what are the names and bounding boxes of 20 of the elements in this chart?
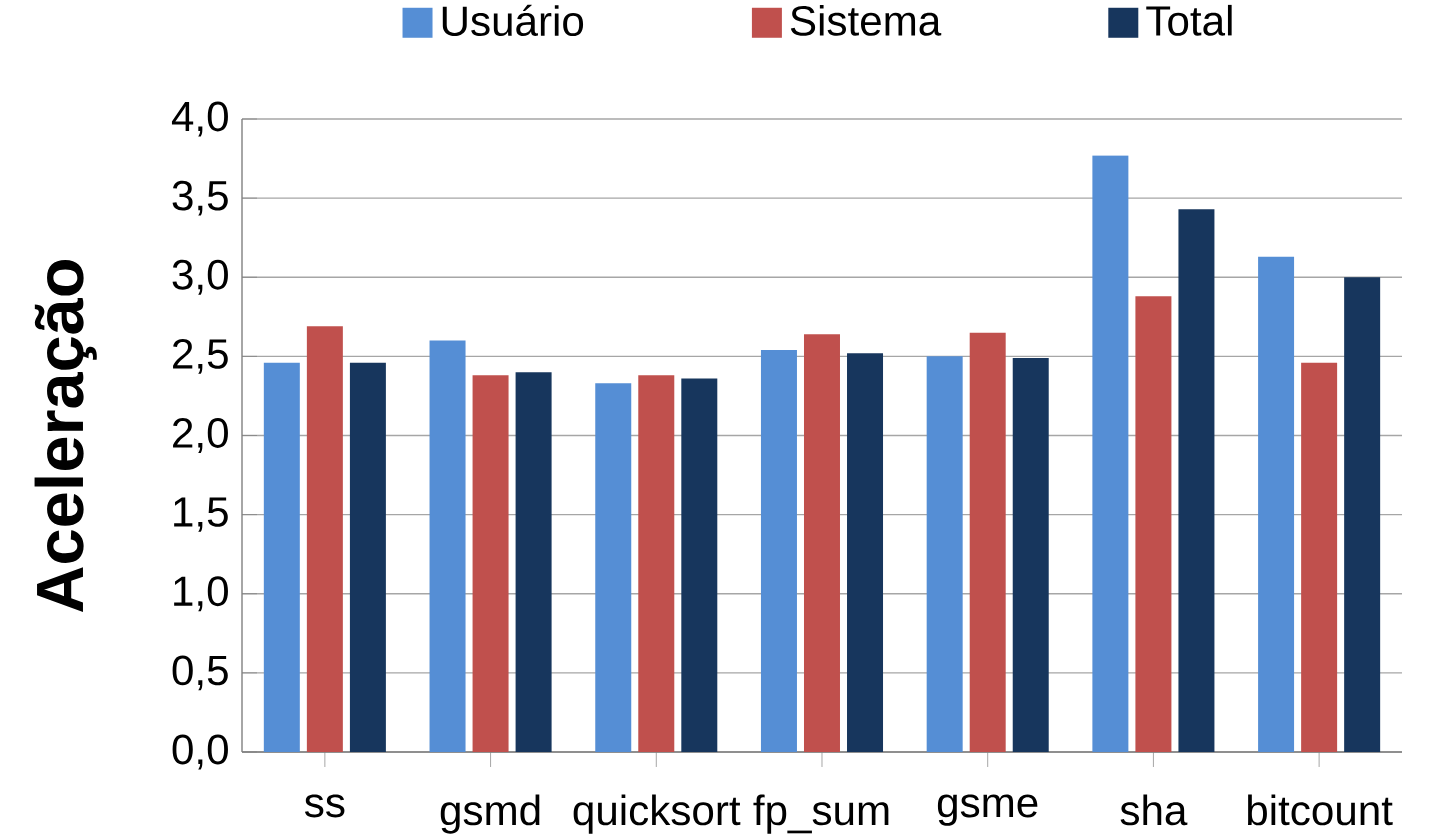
y-tick-label: 1,5 bbox=[174, 497, 228, 532]
x-tick-label: gsmd bbox=[440, 794, 540, 834]
x-tick-label: bitcount bbox=[1247, 794, 1393, 826]
x-tick-label: sha bbox=[1120, 794, 1188, 826]
y-tick-label: 3,0 bbox=[172, 259, 228, 295]
y-tick-label: 2,5 bbox=[173, 338, 228, 374]
x-tick-label: gsme bbox=[937, 794, 1038, 826]
y-tick-label: 4,0 bbox=[171, 101, 228, 137]
x-tick-label: ss bbox=[304, 794, 345, 818]
legend-label: Sistema bbox=[790, 4, 942, 36]
y-tick-label: 1,0 bbox=[174, 576, 228, 612]
y-tick-label: 0,0 bbox=[172, 734, 228, 770]
x-tick-label: quicksort bbox=[573, 794, 741, 834]
legend-label: Total bbox=[1146, 4, 1232, 36]
x-tick-label: fp_sum bbox=[753, 794, 889, 834]
legend-label: Usuário bbox=[442, 4, 584, 37]
y-axis-title: Aceleração bbox=[34, 260, 97, 613]
y-tick-label: 3,5 bbox=[172, 180, 228, 216]
y-tick-label: 0,5 bbox=[172, 655, 228, 691]
y-tick-label: 2,0 bbox=[173, 418, 228, 453]
